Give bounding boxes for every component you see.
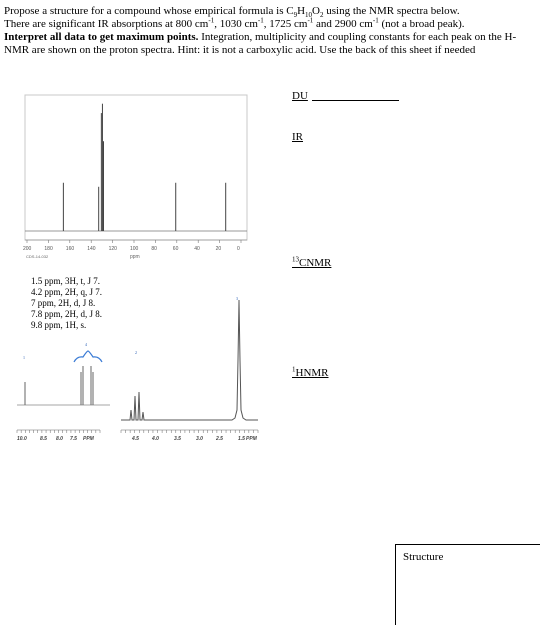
h1-right-tick-1: 4.5 (131, 436, 139, 442)
h1-integral-4: 3 (236, 296, 238, 301)
h1-aliphatic-trace (121, 299, 258, 421)
h1-peak-list: 1.5 ppm, 3H, t, J 7. 4.2 ppm, 2H, q, J 7… (31, 276, 102, 331)
c13-tick-label: 200 (23, 246, 32, 252)
c13-tick-label: 60 (173, 246, 179, 252)
h1-right-tick-5: 2.5 (215, 436, 223, 442)
h1-right-tick-4: 3.0 (196, 436, 203, 442)
h1-left-tick-2: 8.5 (40, 436, 47, 442)
h1-integration-bracket (73, 350, 103, 363)
h1-integral-2: 4 (85, 342, 87, 347)
c13-tick-label: 40 (194, 246, 200, 252)
h1-left-tick-3: 8.0 (56, 436, 63, 442)
h1-nmr-aliphatic-panel: 2 3 4.5 4.0 3.5 3.0 2.5 1.5 PPM (120, 296, 259, 442)
c13-tick-label: 0 (237, 246, 240, 252)
h1-peak-entry: 7.8 ppm, 2H, d, J 8. (31, 309, 103, 319)
c13-nmr-spectrum: 200 180 160 140 120 100 80 60 40 20 0 ppm CDS-14-0… (23, 94, 248, 260)
c13-tick-label: 100 (130, 246, 139, 252)
question-prompt: Propose a structure for a compound whose… (4, 5, 517, 56)
structure-label: Structure (403, 551, 444, 563)
c13-tick-label: 120 (109, 246, 118, 252)
h1-right-tick-6: 1.5 (238, 436, 245, 442)
h1-nmr-aromatic-panel: 1 4 10.0 8.5 8.0 7.5 PPM (16, 342, 110, 442)
c13-tick-label: 20 (216, 246, 222, 252)
hnmr-label: 1HNMR (292, 365, 329, 379)
structure-answer-box[interactable] (395, 544, 540, 625)
h1-right-tick-2: 4.0 (151, 436, 159, 442)
ir-label: IR (292, 131, 303, 143)
h1-left-tick-1: 10.0 (17, 436, 27, 442)
bold-instruction: Interpret all data to get maximum points… (4, 31, 199, 43)
h1-peak-entry: 7 ppm, 2H, d, J 8. (31, 298, 96, 308)
du-label: DU (292, 90, 308, 102)
h1-peak-entry: 9.8 ppm, 1H, s. (31, 320, 87, 330)
h1-peak-entry: 1.5 ppm, 3H, t, J 7. (31, 276, 101, 286)
c13-code: CDS-14-032 (26, 254, 49, 259)
h1-peak-entry: 4.2 ppm, 2H, q, J 7. (31, 287, 103, 297)
h1-left-tick-4: 7.5 (70, 436, 77, 442)
h1-integral-3: 2 (135, 350, 137, 355)
c13-tick-label: 160 (66, 246, 75, 252)
h1-integral-1: 1 (23, 355, 25, 360)
h1-left-unit: PPM (83, 436, 95, 442)
h1-right-unit: PPM (246, 436, 258, 442)
c13-axis-unit: ppm (130, 254, 140, 260)
c13-tick-label: 80 (151, 246, 157, 252)
du-answer-line (312, 100, 399, 101)
h1-right-tick-3: 3.5 (174, 436, 181, 442)
c13-tick-label: 180 (44, 246, 53, 252)
c13-tick-label: 140 (87, 246, 96, 252)
c13-frame (24, 94, 248, 241)
cnmr-label: 13CNMR (292, 255, 332, 269)
